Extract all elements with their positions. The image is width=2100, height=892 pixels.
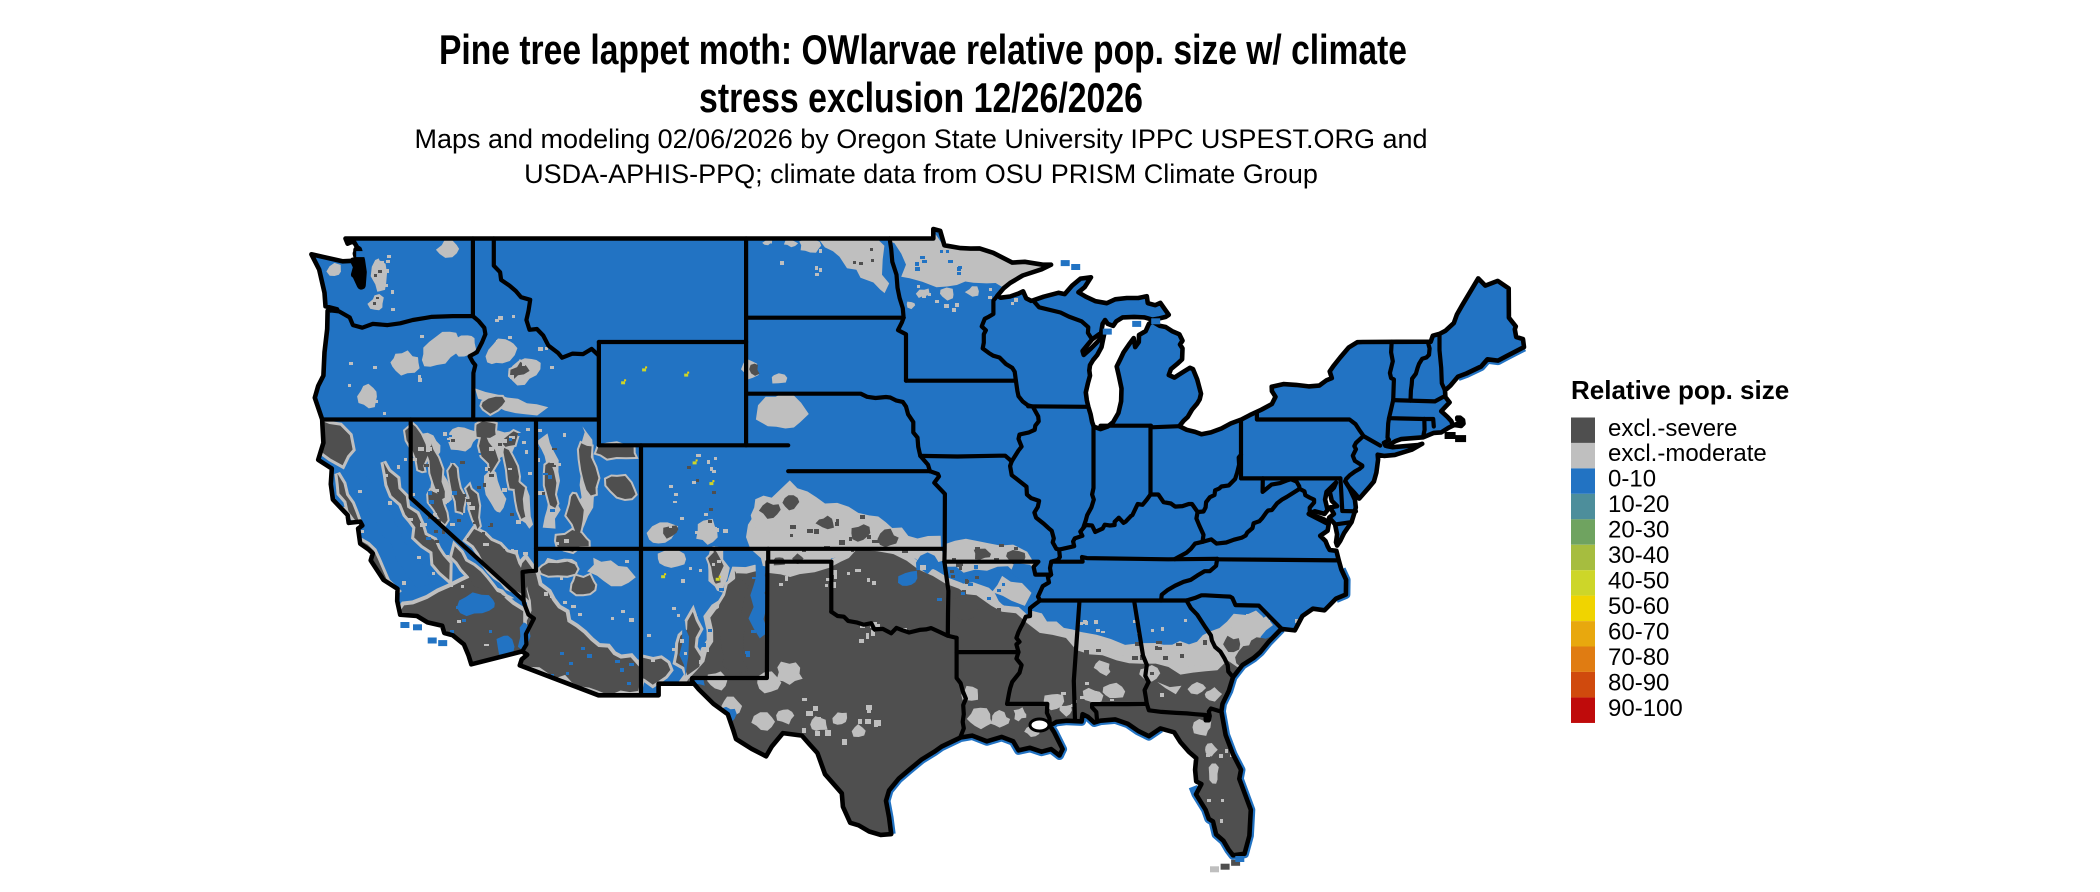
svg-text:Maps and modeling 02/06/2026 b: Maps and modeling 02/06/2026 by Oregon S… [414, 124, 1427, 154]
svg-text:60-70: 60-70 [1608, 618, 1669, 645]
svg-text:0-10: 0-10 [1608, 466, 1656, 493]
svg-text:10-20: 10-20 [1608, 491, 1669, 518]
svg-text:excl.-moderate: excl.-moderate [1608, 440, 1767, 467]
svg-text:excl.-severe: excl.-severe [1608, 415, 1737, 442]
svg-text:90-100: 90-100 [1608, 695, 1683, 722]
svg-text:stress exclusion 12/26/2026: stress exclusion 12/26/2026 [699, 74, 1143, 121]
svg-text:USDA-APHIS-PPQ; climate data f: USDA-APHIS-PPQ; climate data from OSU PR… [524, 159, 1318, 189]
svg-text:80-90: 80-90 [1608, 669, 1669, 696]
svg-text:30-40: 30-40 [1608, 542, 1669, 569]
svg-text:Pine tree lappet moth: OWlarva: Pine tree lappet moth: OWlarvae relative… [439, 26, 1407, 73]
svg-text:40-50: 40-50 [1608, 568, 1669, 595]
svg-text:Relative pop. size: Relative pop. size [1571, 375, 1789, 405]
svg-text:70-80: 70-80 [1608, 644, 1669, 671]
svg-text:20-30: 20-30 [1608, 517, 1669, 544]
svg-text:50-60: 50-60 [1608, 593, 1669, 620]
